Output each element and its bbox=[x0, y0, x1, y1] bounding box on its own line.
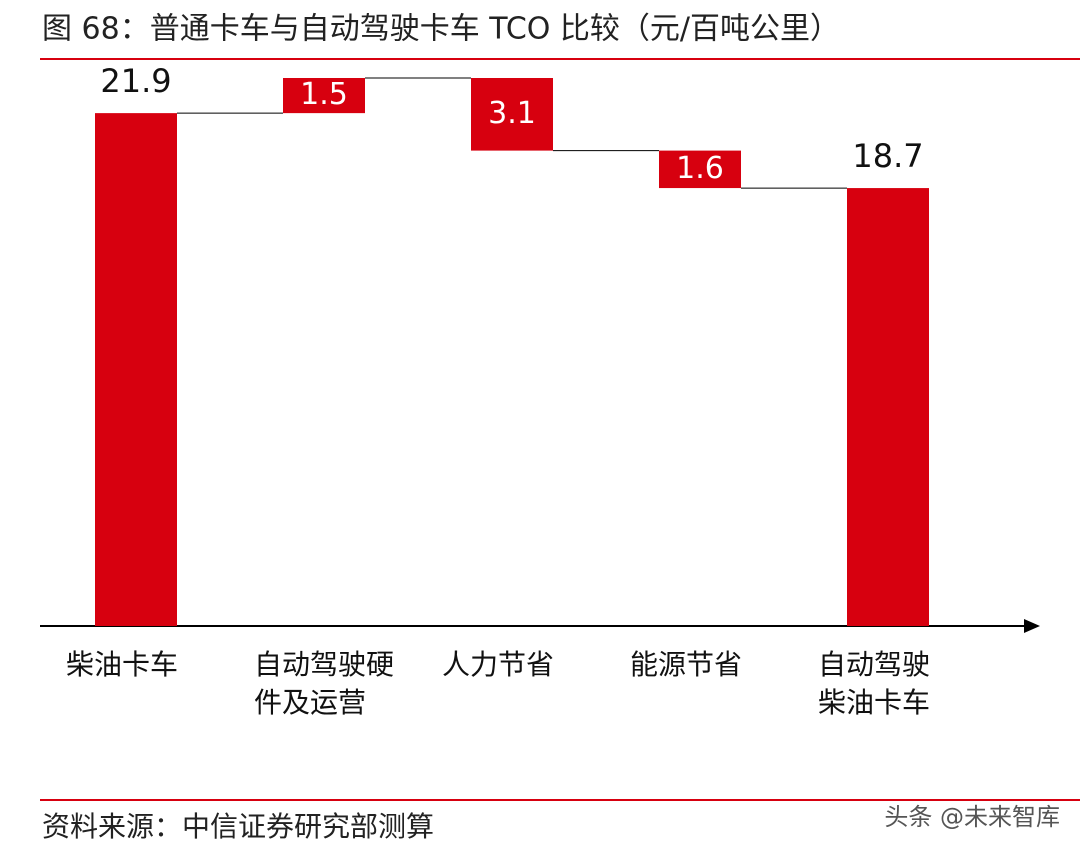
x-tick-label: 自动驾驶柴油卡车 bbox=[818, 648, 931, 719]
chart-title: 图 68：普通卡车与自动驾驶卡车 TCO 比较（元/百吨公里） bbox=[42, 12, 840, 47]
x-tick-label: 自动驾驶硬件及运营 bbox=[254, 648, 395, 719]
value-label: 1.6 bbox=[676, 151, 724, 186]
bar bbox=[847, 188, 929, 627]
x-tick-label: 柴油卡车 bbox=[66, 648, 179, 681]
x-tick-label: 人力节省 bbox=[442, 648, 555, 681]
bar bbox=[95, 113, 177, 627]
value-label: 3.1 bbox=[488, 96, 536, 131]
bar bbox=[659, 150, 741, 189]
value-label: 18.7 bbox=[852, 137, 923, 175]
axis-arrow bbox=[1024, 619, 1040, 633]
value-label: 21.9 bbox=[100, 62, 171, 100]
value-label: 1.5 bbox=[300, 77, 348, 112]
bar bbox=[471, 78, 553, 151]
source: 资料来源：中信证券研究部测算 bbox=[42, 810, 434, 843]
bar bbox=[283, 78, 365, 114]
x-tick-label: 能源节省 bbox=[630, 648, 743, 681]
watermark: 头条 @未来智库 bbox=[884, 803, 1060, 831]
